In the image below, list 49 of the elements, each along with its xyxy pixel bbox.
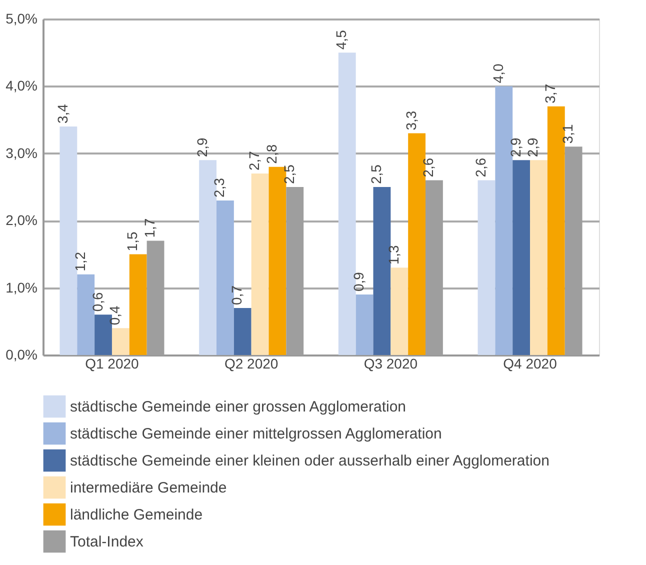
data-label: 2,6: [420, 158, 436, 178]
data-label: 4,0: [490, 64, 506, 84]
data-label: 0,4: [106, 305, 123, 326]
legend-label: Total-Index: [70, 534, 144, 550]
data-label: 2,8: [263, 144, 280, 164]
data-label: 2,9: [194, 137, 210, 158]
data-label: 2,9: [507, 137, 524, 158]
data-label: 4,5: [333, 30, 350, 50]
x-tick-label: Q1 2020: [85, 356, 140, 372]
legend-label: städtische Gemeinde einer kleinen oder ausserhalb einer Agglomeration: [70, 452, 550, 470]
y-tick-label: 3,0%: [6, 144, 38, 161]
y-tick-label: 2,0%: [6, 212, 38, 228]
y-tick-label: 4,0%: [6, 78, 38, 94]
data-label: 2,5: [368, 164, 384, 184]
legend-label: ländliche Gemeinde: [70, 506, 203, 524]
bar: [512, 160, 530, 355]
data-label: 3,4: [54, 104, 70, 124]
data-label: 2,7: [246, 150, 262, 171]
data-label: 2,9: [524, 137, 541, 158]
x-tick-label: Q4 2020: [503, 356, 558, 372]
data-label: 1,5: [124, 232, 140, 252]
legend-label: städtische Gemeinde einer grossen Agglomeration: [70, 398, 406, 416]
legend-label: intermediäre Gemeinde: [70, 480, 227, 496]
data-label: 0,9: [350, 272, 367, 292]
data-label: 0,6: [89, 292, 106, 312]
bar: [234, 308, 252, 355]
y-tick-label: 0,0%: [6, 346, 38, 362]
data-label: 1,3: [385, 244, 402, 265]
data-label: 2,5: [280, 164, 297, 184]
data-label: 2,3: [211, 178, 228, 198]
bar: [390, 268, 408, 355]
x-tick-label: Q2 2020: [224, 356, 278, 372]
y-tick-label: 5,0%: [6, 10, 38, 26]
bar: [356, 294, 374, 355]
bar: [112, 328, 130, 355]
bar: [129, 254, 147, 355]
data-label: 1,7: [142, 218, 158, 238]
data-label: 3,7: [542, 84, 558, 104]
data-label: 3,1: [560, 124, 576, 144]
data-label: 0,7: [228, 285, 245, 305]
bar: [530, 160, 548, 355]
y-tick-label: 1,0%: [6, 279, 38, 296]
bar: [251, 174, 269, 355]
x-tick-label: Q3 2020: [364, 356, 418, 372]
legend-label: städtische Gemeinde einer mittelgrossen Agglomeration: [70, 426, 442, 442]
data-label: 3,3: [402, 110, 419, 130]
bar: [478, 180, 496, 355]
data-label: 2,6: [472, 158, 488, 178]
data-label: 1,2: [72, 252, 88, 272]
